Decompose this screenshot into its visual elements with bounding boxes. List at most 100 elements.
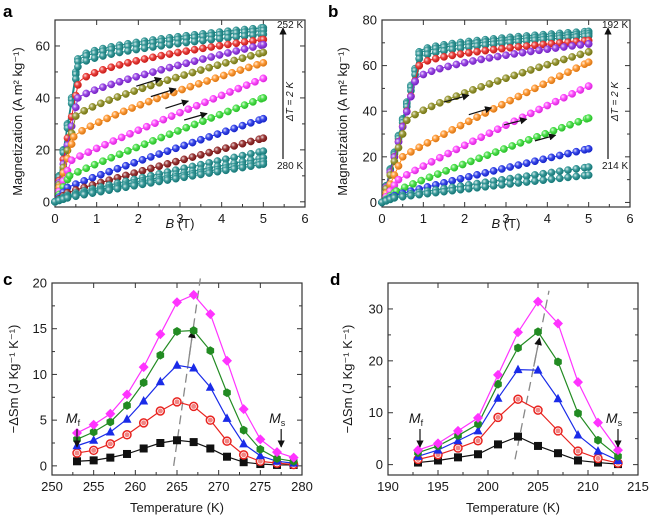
x-tick-label: 5 xyxy=(585,211,592,226)
data-point-highlight xyxy=(469,57,477,65)
y-tick-label: 40 xyxy=(363,104,377,119)
delta-t-label: ΔT = 2 K xyxy=(610,81,621,123)
data-point-highlight xyxy=(403,108,411,116)
y-tick-label: 0 xyxy=(40,458,47,473)
data-point-highlight xyxy=(506,175,514,183)
data-point-highlight xyxy=(450,164,458,172)
data-point-highlight xyxy=(165,41,174,49)
data-point-highlight xyxy=(585,163,593,171)
data-point-highlight xyxy=(564,166,572,174)
data-point-highlight xyxy=(535,105,543,114)
data-point-highlight xyxy=(182,59,190,67)
data-point-highlight xyxy=(90,54,99,62)
data-point-highlight xyxy=(568,90,576,98)
data-point-circle-fill xyxy=(157,408,163,414)
data-point-highlight xyxy=(163,76,172,84)
data-point-highlight xyxy=(403,171,411,179)
data-point-highlight xyxy=(461,141,469,149)
data-point-highlight xyxy=(541,130,549,138)
data-point-diamond-core xyxy=(614,446,622,454)
data-point-highlight xyxy=(556,174,564,182)
series-264K xyxy=(51,59,268,206)
data-point-highlight xyxy=(245,63,253,72)
data-point-highlight xyxy=(473,48,481,56)
data-point-square xyxy=(206,444,215,453)
x-axis-label: Temperature (K) xyxy=(466,500,560,515)
data-point-highlight xyxy=(492,148,500,156)
data-point-highlight xyxy=(230,56,238,65)
data-point-highlight xyxy=(399,193,407,201)
data-point-highlight xyxy=(560,55,568,64)
data-point-highlight xyxy=(527,109,535,117)
data-point-highlight xyxy=(103,114,111,123)
x-tick-label: 205 xyxy=(527,479,549,494)
x-axis-label: B (T) xyxy=(166,216,195,231)
data-point-highlight xyxy=(222,144,230,152)
x-tick-label: 260 xyxy=(124,479,146,494)
data-point-highlight xyxy=(172,74,180,82)
data-point-highlight xyxy=(566,121,574,129)
data-point-diamond-core xyxy=(123,391,131,399)
data-point-highlight xyxy=(465,185,473,193)
data-point-highlight xyxy=(113,174,122,182)
data-point-highlight xyxy=(440,47,448,55)
data-point-highlight xyxy=(190,37,199,46)
data-point-highlight xyxy=(477,133,485,141)
data-point-highlight xyxy=(259,59,267,67)
data-point-highlight xyxy=(151,119,159,127)
data-point-highlight xyxy=(157,42,165,50)
data-point-triangle xyxy=(453,435,463,445)
data-point-highlight xyxy=(419,106,427,114)
data-point-triangle xyxy=(513,364,523,374)
y-axis-label: −ΔSm (J Kg⁻¹ K⁻¹) xyxy=(340,325,355,434)
data-point-highlight xyxy=(190,46,199,54)
x-tick-label: 190 xyxy=(377,479,399,494)
data-point-highlight xyxy=(452,60,460,69)
data-point-highlight xyxy=(469,86,477,94)
data-point-highlight xyxy=(165,64,174,72)
data-point-highlight xyxy=(222,59,230,67)
data-point-circle-fill xyxy=(475,438,481,444)
data-point-highlight xyxy=(525,136,533,144)
data-point-highlight xyxy=(411,166,419,175)
data-point-highlight xyxy=(436,99,444,107)
data-point-diamond-core xyxy=(554,319,562,327)
data-point-highlight xyxy=(186,83,195,91)
data-point-highlight xyxy=(399,153,407,161)
x-tick-label: 4 xyxy=(218,211,225,226)
data-point-highlight xyxy=(209,95,217,103)
data-point-highlight xyxy=(523,178,531,186)
data-point-highlight xyxy=(145,98,153,106)
data-point-square xyxy=(173,436,181,445)
data-point-highlight xyxy=(461,59,469,67)
data-point-highlight xyxy=(494,77,502,85)
data-point-highlight xyxy=(122,183,130,191)
data-point-highlight xyxy=(155,162,163,170)
data-point-highlight xyxy=(132,57,140,65)
data-point-highlight xyxy=(539,80,547,88)
data-point-highlight xyxy=(172,175,180,183)
data-point-highlight xyxy=(88,174,97,182)
data-point-highlight xyxy=(498,45,506,53)
data-point-square xyxy=(514,432,522,441)
data-point-highlight xyxy=(224,40,232,49)
y-axis-label: Magnetization (A m² kg⁻¹) xyxy=(10,47,25,195)
data-point-highlight xyxy=(70,133,78,141)
data-point-highlight xyxy=(128,104,136,112)
data-point-highlight xyxy=(251,78,259,86)
data-point-highlight xyxy=(84,148,92,156)
data-point-highlight xyxy=(232,104,240,112)
y-axis-label: Magnetization (A m² kg⁻¹) xyxy=(335,47,350,195)
data-point-highlight xyxy=(585,82,593,90)
data-point-highlight xyxy=(230,124,238,133)
data-point-highlight xyxy=(510,71,518,80)
data-point-highlight xyxy=(527,66,535,74)
data-point-triangle xyxy=(473,425,483,435)
x-tick-label: 0 xyxy=(51,211,58,226)
data-point-triangle xyxy=(222,413,232,422)
data-point-highlight xyxy=(199,37,207,45)
data-point-highlight xyxy=(124,47,132,55)
sweep-arrow xyxy=(443,93,470,103)
y-tick-label: 40 xyxy=(36,90,50,105)
data-point-highlight xyxy=(122,90,130,98)
